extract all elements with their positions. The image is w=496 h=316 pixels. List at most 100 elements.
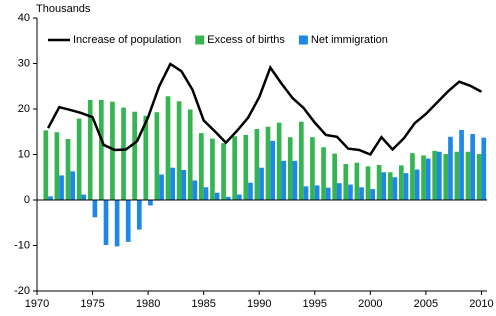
legend-swatch [298, 35, 308, 45]
bar [192, 180, 198, 200]
bar [121, 107, 126, 200]
bar [381, 172, 387, 200]
legend-label: Increase of population [73, 34, 181, 46]
bar [370, 189, 375, 200]
bar [232, 136, 237, 200]
bar [59, 175, 64, 200]
y-axis-label: Thousands [36, 3, 91, 15]
bar [414, 169, 420, 200]
bar [70, 171, 75, 200]
bar [343, 164, 349, 200]
y-tick-label: 30 [18, 57, 30, 69]
bar [92, 200, 98, 218]
bar [470, 134, 475, 200]
bar [299, 121, 304, 200]
bar [303, 186, 309, 200]
bar [103, 200, 109, 246]
bar [165, 96, 171, 200]
bar [54, 132, 60, 200]
bar [159, 174, 164, 200]
bar [125, 200, 131, 242]
bar [143, 115, 149, 200]
bar [421, 155, 426, 200]
bar [148, 200, 153, 206]
bar [310, 137, 315, 200]
bar [337, 183, 342, 200]
x-tick-label: 1975 [80, 298, 104, 310]
bar [137, 200, 142, 230]
bar [459, 129, 464, 200]
bar [314, 185, 320, 200]
x-tick-label: 1995 [303, 298, 327, 310]
bar [76, 118, 82, 200]
y-tick-label: -20 [14, 285, 30, 297]
bar [199, 133, 204, 200]
bar [399, 165, 404, 200]
bar [170, 167, 175, 200]
x-tick-label: 1970 [25, 298, 49, 310]
bar [432, 150, 437, 200]
line [47, 62, 483, 157]
y-tick-label: 10 [18, 148, 30, 160]
bar [243, 134, 249, 200]
bar [476, 154, 482, 200]
bar [81, 194, 87, 200]
bar [237, 194, 242, 200]
bar [376, 164, 382, 200]
bar [87, 99, 93, 200]
bar [214, 192, 220, 200]
legend-label: Net immigration [311, 34, 388, 46]
bar [359, 187, 364, 200]
bar [325, 187, 331, 200]
bar [259, 167, 264, 200]
bar [48, 196, 53, 200]
bar [387, 172, 393, 200]
bar [292, 160, 298, 200]
bar [221, 143, 226, 200]
bar [443, 154, 449, 200]
bar [181, 169, 187, 200]
bar [354, 162, 360, 200]
bar [114, 200, 120, 247]
bar [454, 151, 460, 200]
bar [403, 173, 409, 200]
bar [348, 184, 353, 200]
legend-swatch [195, 35, 205, 45]
bar [254, 129, 260, 200]
bar [437, 151, 442, 200]
bar [43, 130, 49, 200]
bar [210, 138, 215, 200]
bar [187, 109, 193, 200]
bar [110, 101, 115, 200]
x-tick-label: 1980 [136, 298, 160, 310]
x-tick-label: 2005 [414, 298, 438, 310]
bar [392, 177, 398, 200]
bar [265, 126, 271, 200]
x-tick-label: 1985 [191, 298, 215, 310]
x-tick-label: 2000 [358, 298, 382, 310]
bar [225, 196, 231, 200]
bar [248, 182, 253, 200]
bar [465, 151, 471, 200]
bar [425, 158, 431, 200]
bar [99, 99, 104, 200]
bar [321, 147, 326, 200]
bar [281, 160, 287, 200]
legend-label: Excess of births [207, 34, 285, 46]
y-tick-label: -10 [14, 239, 30, 251]
bar [448, 136, 453, 200]
bar [65, 139, 71, 200]
bar [154, 112, 160, 200]
y-tick-label: 40 [18, 12, 30, 24]
bar [287, 137, 293, 200]
bar [276, 122, 282, 200]
bar [332, 153, 337, 200]
y-tick-label: 0 [24, 194, 30, 206]
x-tick-label: 1990 [247, 298, 271, 310]
bar [410, 153, 415, 200]
bar [203, 187, 209, 200]
bar [365, 166, 371, 200]
y-tick-label: 20 [18, 103, 30, 115]
bar [176, 101, 182, 200]
